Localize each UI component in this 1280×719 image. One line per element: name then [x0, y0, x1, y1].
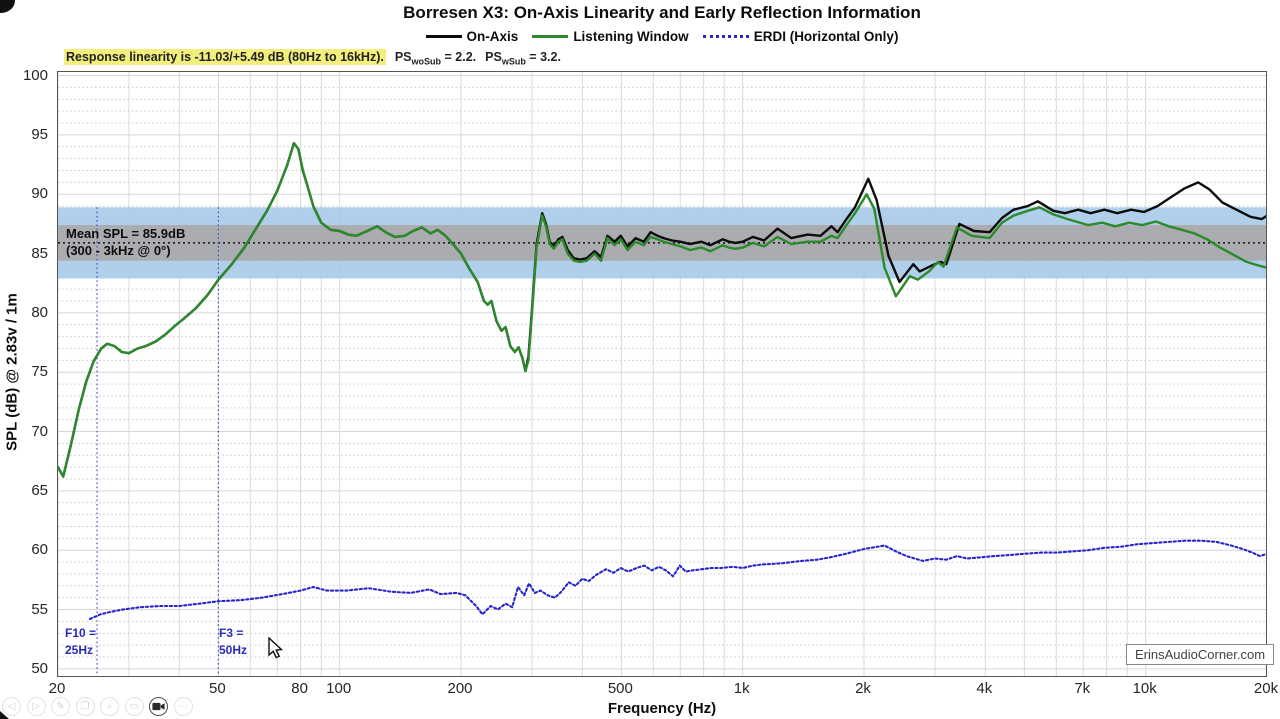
mean-spl-value: Mean SPL = 85.9dB [66, 226, 186, 241]
chart-legend: On-Axis Listening Window ERDI (Horizontal … [57, 29, 1267, 44]
previous-icon[interactable]: ◁ [2, 697, 21, 716]
chart-title: Borresen X3: On-Axis Linearity and Early… [403, 3, 921, 22]
ps-wosub-value: PSwoSub = 2.2. [394, 50, 477, 67]
legend-line-sample [532, 35, 569, 38]
legend-label: On-Axis [466, 29, 519, 44]
mean-spl-annotation: Mean SPL = 85.9dB (300 - 3kHz @ 0°) [66, 225, 185, 259]
annotation-toolbar: ◁ ▷ ✎ ❐ ⌕ ▭ ⋯ [2, 697, 193, 716]
series-erdi-horizontal-only- [88, 539, 1266, 621]
y-tick-100: 100 [22, 66, 48, 84]
x-tick-500: 500 [607, 680, 633, 697]
more-icon[interactable]: ⋯ [173, 697, 193, 716]
x-tick-7k: 7k [1074, 680, 1091, 697]
mean-spl-range: (300 - 3kHz @ 0°) [66, 243, 171, 258]
corner-overlay-top-left [0, 0, 15, 13]
y-tick-50: 50 [31, 659, 48, 677]
x-tick-4k: 4k [976, 680, 993, 697]
legend-line-sample [425, 35, 462, 38]
pencil-icon[interactable]: ✎ [51, 697, 70, 716]
f3-annotation: F3 = 50Hz [219, 626, 248, 657]
keyboard-icon[interactable]: ▭ [124, 697, 144, 716]
y-tick-90: 90 [31, 185, 48, 203]
y-tick-75: 75 [31, 363, 48, 381]
y-tick-60: 60 [31, 541, 48, 559]
x-tick-20k: 20k [1253, 680, 1279, 697]
x-tick-1k: 1k [733, 680, 750, 697]
mouse-cursor [268, 637, 284, 659]
chart-canvas [58, 72, 1266, 676]
f10-annotation: F10 = 25Hz [65, 626, 97, 657]
watermark: ErinsAudioCorner.com [1126, 644, 1275, 665]
plot-area: Mean SPL = 85.9dB (300 - 3kHz @ 0°) F10 … [57, 71, 1275, 677]
magnifier-icon[interactable]: ⌕ [100, 697, 119, 716]
legend-item-erdi-horizontal-only-: ERDI (Horizontal Only) [702, 29, 899, 44]
x-tick-80: 80 [291, 680, 308, 697]
corner-overlay-bottom-left [0, 711, 9, 719]
x-tick-10k: 10k [1132, 680, 1157, 697]
y-tick-65: 65 [31, 481, 48, 499]
play-icon[interactable]: ▷ [26, 697, 46, 716]
linearity-highlight-text: Response linearity is -11.03/+5.49 dB (8… [64, 49, 386, 65]
y-tick-70: 70 [31, 422, 48, 440]
linearity-annotation: Response linearity is -11.03/+5.49 dB (8… [64, 49, 561, 67]
y-tick-85: 85 [31, 244, 48, 262]
legend-label: ERDI (Horizontal Only) [753, 29, 899, 44]
series-listening-window [58, 142, 1266, 478]
y-tick-55: 55 [31, 600, 48, 618]
x-tick-2k: 2k [855, 680, 871, 697]
x-tick-100: 100 [326, 680, 352, 697]
x-tick-200: 200 [447, 680, 473, 697]
series-on-axis [58, 142, 1266, 478]
x-tick-20: 20 [48, 680, 66, 697]
legend-item-on-axis: On-Axis [425, 29, 519, 44]
copy-icon[interactable]: ❐ [75, 697, 95, 716]
x-tick-50: 50 [209, 680, 226, 697]
camera-icon[interactable] [149, 697, 168, 716]
legend-label: Listening Window [573, 29, 689, 44]
legend-item-listening-window: Listening Window [532, 29, 689, 44]
y-tick-80: 80 [31, 303, 48, 321]
y-tick-95: 95 [31, 125, 48, 143]
legend-line-sample [702, 35, 749, 38]
x-axis-label: Frequency (Hz) [607, 700, 717, 717]
ps-wsub-value: PSwSub = 3.2. [485, 50, 561, 67]
